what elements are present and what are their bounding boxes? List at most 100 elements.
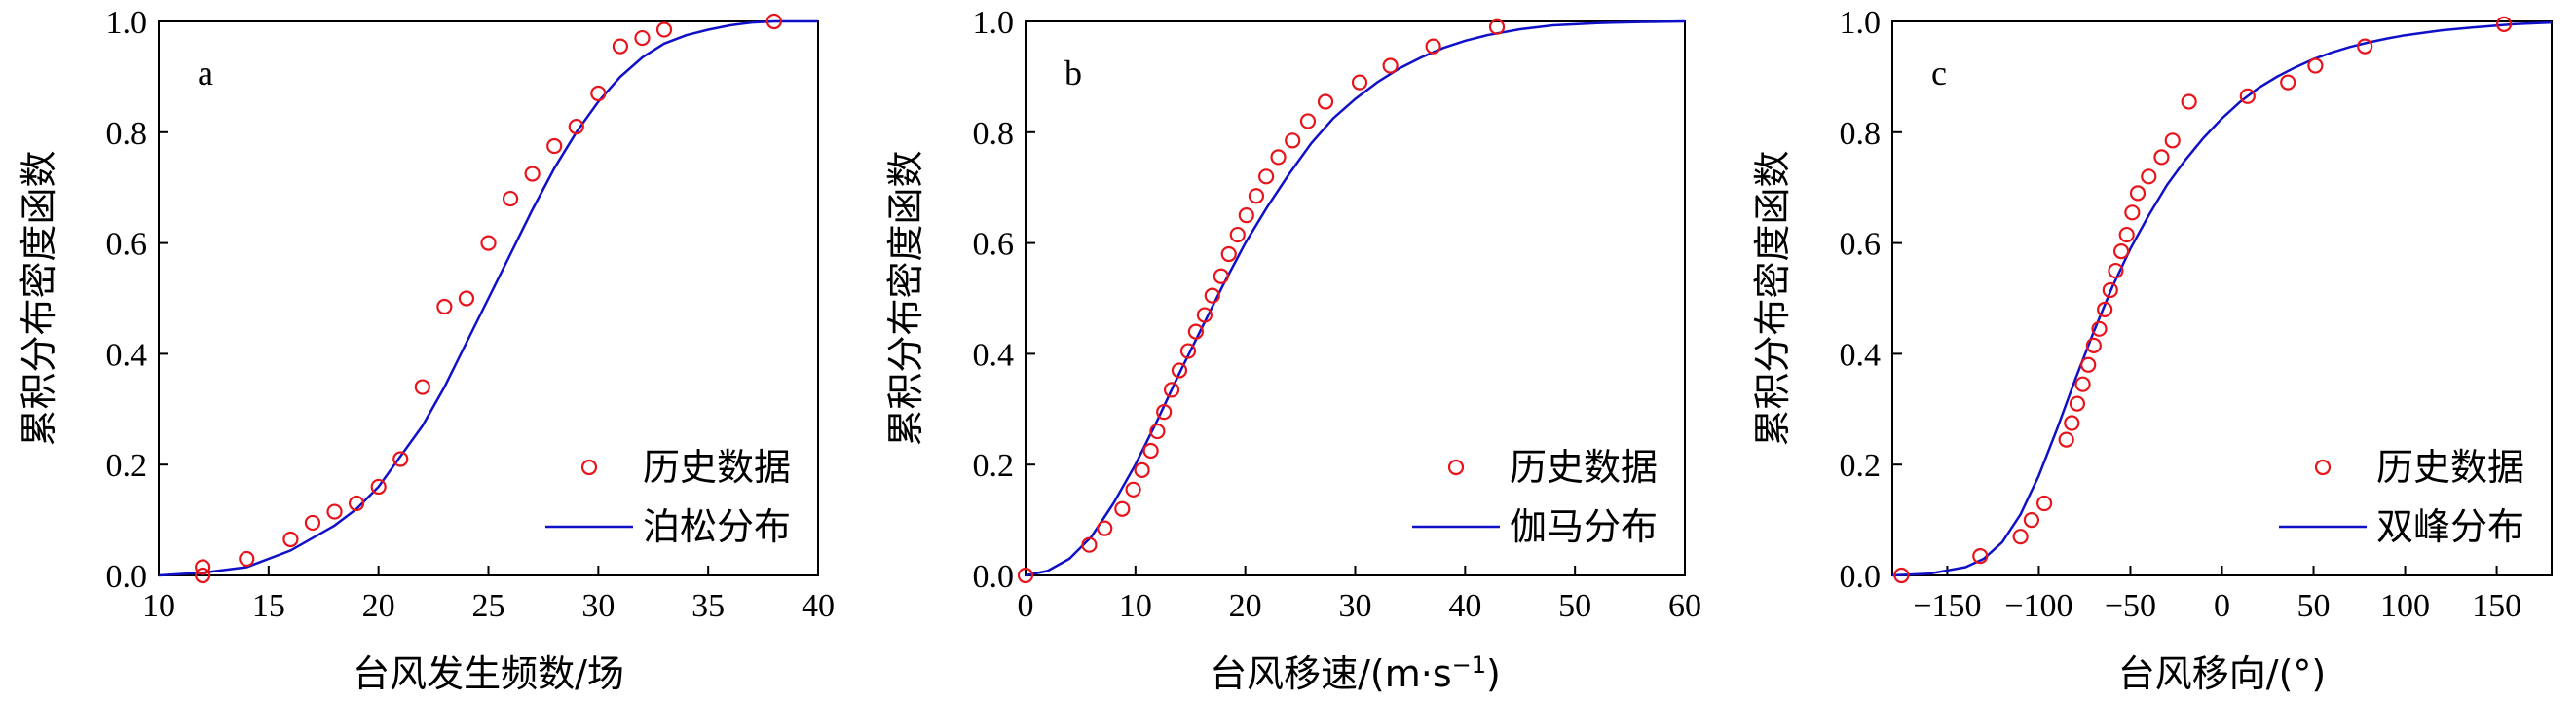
data-point: [436, 298, 453, 315]
data-point: [1196, 307, 1213, 323]
data-point: [195, 559, 211, 575]
x-tick-label: 150: [2472, 588, 2521, 624]
data-point: [2496, 16, 2513, 32]
data-point: [2124, 204, 2141, 221]
y-axis-label: 累积分布密度函数: [884, 150, 927, 446]
y-tick-label: 0.8: [1840, 116, 1882, 152]
x-axis-label: 台风移速/(m·s−1): [1210, 651, 1501, 695]
data-point: [1893, 567, 1910, 584]
data-point: [1425, 38, 1441, 55]
data-point: [1299, 113, 1317, 129]
data-point: [1017, 567, 1034, 584]
data-point: [2097, 301, 2113, 317]
x-tick-label: −150: [1913, 588, 1981, 624]
x-axis-label-main: 台风发生频数/场: [353, 652, 624, 695]
distribution-curve: [1025, 19, 1686, 577]
x-tick-label: 40: [802, 588, 835, 624]
data-point: [1258, 168, 1275, 185]
data-point: [2129, 185, 2147, 202]
data-point: [282, 531, 299, 548]
data-point: [414, 379, 430, 395]
x-tick-label: 30: [581, 588, 615, 624]
data-point: [2118, 226, 2135, 243]
data-point: [1179, 343, 1197, 359]
y-tick-label: 0.8: [973, 116, 1015, 152]
legend-points-label: 历史数据: [643, 446, 791, 489]
data-point: [1163, 382, 1180, 398]
x-axis-label-main: 台风移向/(°): [2118, 652, 2326, 695]
data-point: [2091, 320, 2108, 337]
data-point: [239, 550, 255, 568]
y-tick-label: 0.2: [1840, 448, 1882, 484]
x-tick-label: 20: [362, 588, 395, 624]
data-point: [2141, 168, 2157, 185]
x-tick-label: 10: [142, 588, 175, 624]
x-tick-label: 30: [1339, 588, 1372, 624]
x-tick-label: 0: [2214, 588, 2230, 624]
data-point: [1149, 423, 1166, 440]
x-axis-label: 台风发生频数/场: [353, 652, 624, 695]
data-point: [1125, 481, 1141, 498]
data-point: [326, 503, 343, 520]
data-point: [2112, 243, 2130, 260]
legend-curve-label: 双峰分布: [2376, 505, 2524, 548]
data-point: [568, 119, 584, 135]
y-tick-label: 0.4: [1840, 337, 1882, 373]
data-point: [349, 495, 365, 512]
data-point: [1114, 500, 1131, 517]
x-tick-label: 50: [2297, 588, 2331, 624]
data-point: [2023, 511, 2040, 529]
x-tick-label: 50: [1558, 588, 1591, 624]
data-point: [1134, 461, 1150, 478]
distribution-curve: [1891, 20, 2553, 577]
y-tick-label: 0.2: [973, 448, 1015, 484]
data-point: [1097, 520, 1113, 536]
data-point: [458, 290, 475, 307]
data-point: [1204, 287, 1220, 304]
data-point: [2108, 262, 2124, 279]
y-tick-label: 1.0: [1840, 5, 1882, 41]
data-point: [2164, 132, 2181, 149]
data-point: [1488, 18, 1506, 35]
plot-frame: [1891, 20, 2553, 576]
data-point: [2357, 38, 2373, 55]
data-point: [1081, 536, 1098, 553]
data-point: [2153, 149, 2170, 166]
chart-panel-c: −150 −100 −50 0 50 100 150 0.0 0.2 0.4 0.6 0.8 1.0 c 台…: [1751, 5, 2553, 695]
y-tick-label: 0.6: [973, 227, 1015, 263]
x-tick-label: −100: [2004, 588, 2072, 624]
y-tick-label: 0.6: [106, 227, 148, 263]
data-point: [2307, 57, 2324, 74]
y-tick-label: 0.0: [1840, 559, 1882, 595]
data-point: [1238, 207, 1254, 224]
data-point: [2058, 431, 2074, 448]
legend-curve-label: 泊松分布: [643, 505, 791, 548]
data-point: [1351, 74, 1368, 91]
data-point: [1171, 362, 1188, 379]
data-point: [1248, 188, 1265, 204]
plot-frame: [1025, 20, 1686, 576]
x-tick-label: 25: [472, 588, 505, 624]
distribution-curve: [158, 19, 818, 577]
y-tick-label: 0.4: [973, 337, 1015, 373]
data-point: [1285, 132, 1301, 149]
x-axis-label-main: 台风移速/(m·s: [1210, 652, 1452, 695]
data-point: [2074, 376, 2091, 392]
chart-panel-b: 0 10 20 30 40 50 60 0.0 0.2 0.4 0.6 0.8 1.0 b 台风移速/(m·…: [884, 5, 1701, 695]
legend-point-marker: [2314, 459, 2332, 476]
data-point: [524, 166, 541, 182]
legend-curve-label: 伽马分布: [1510, 505, 1658, 548]
data-point: [2080, 356, 2097, 373]
legend-point-marker: [1447, 459, 1465, 476]
data-point: [304, 514, 321, 532]
data-point: [502, 190, 519, 207]
data-point: [1317, 93, 1334, 110]
data-point: [480, 235, 497, 251]
x-tick-label: −50: [2105, 588, 2156, 624]
y-tick-label: 0.0: [973, 559, 1015, 595]
y-tick-label: 0.0: [106, 559, 148, 595]
x-tick-label: 15: [252, 588, 285, 624]
x-tick-label: 20: [1229, 588, 1262, 624]
x-tick-label: 0: [1018, 588, 1034, 624]
